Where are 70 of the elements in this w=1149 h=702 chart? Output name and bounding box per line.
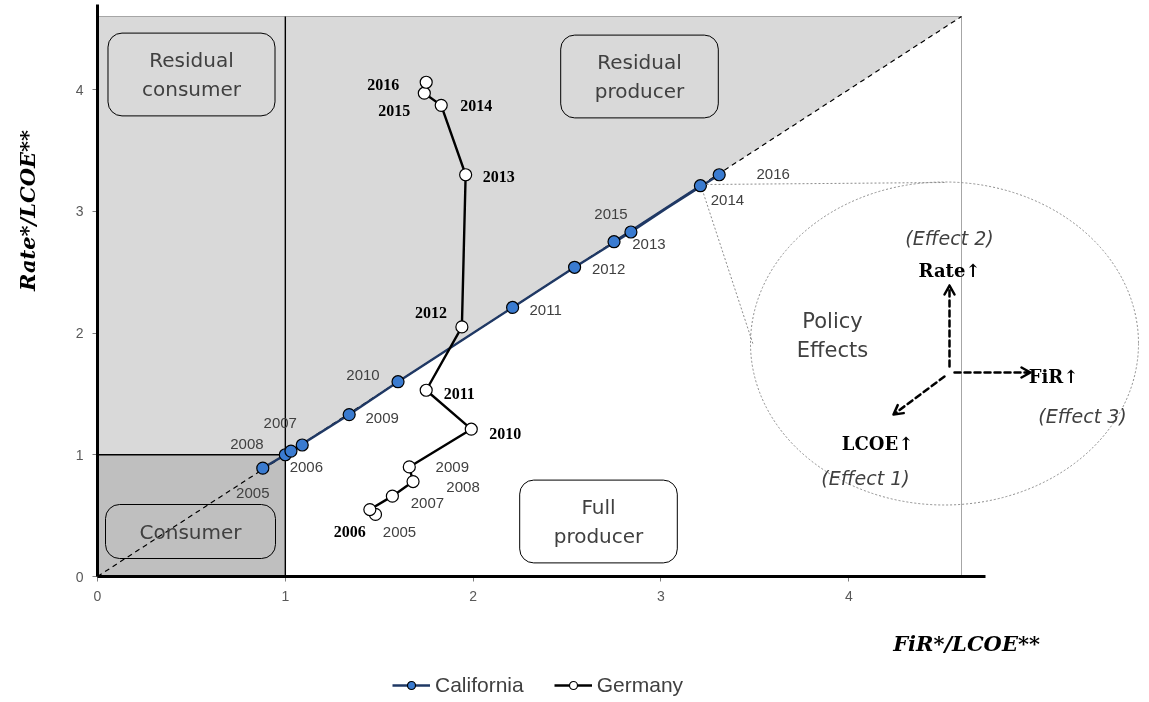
point <box>506 300 520 315</box>
annotation: 2014 <box>710 190 745 208</box>
point <box>363 502 377 517</box>
annotation: LCOE↑ <box>841 433 914 454</box>
point <box>455 320 469 334</box>
annotation: 2013 <box>482 168 515 186</box>
annotation: (Effect 2) <box>905 226 994 249</box>
annotation: 2011 <box>529 301 562 319</box>
x-axis-title: FiR*/LCOE** <box>892 631 1040 656</box>
legend-label: California <box>435 673 524 697</box>
point <box>402 460 416 474</box>
annotation: 2013 <box>632 234 666 252</box>
point <box>284 444 298 458</box>
annotation: 2006 <box>333 523 366 541</box>
annotation: Policy Effects <box>796 309 869 362</box>
point <box>624 225 638 239</box>
x-tick-label: 3 <box>657 587 666 604</box>
annotation: 2008 <box>446 477 480 495</box>
annotation: 2005 <box>236 484 270 502</box>
point <box>406 474 420 489</box>
point <box>464 422 478 436</box>
point <box>417 86 431 100</box>
x-tick-label: 2 <box>469 587 478 604</box>
point <box>256 461 270 475</box>
point <box>419 383 433 397</box>
annotation: 2010 <box>346 365 380 383</box>
y-axis-title: Rate*/LCOE** <box>15 129 40 292</box>
annotation: 2012 <box>591 260 626 278</box>
point <box>607 235 621 249</box>
annotation: 2007 <box>410 494 445 512</box>
annotation: Residual producer <box>594 50 686 103</box>
y-tick-label: 1 <box>75 446 84 463</box>
annotation: 2016 <box>367 75 400 93</box>
point <box>295 438 309 452</box>
text: (Effect 3) <box>1038 404 1127 427</box>
annotation: 2016 <box>756 164 790 182</box>
point <box>391 375 405 389</box>
annotation: 2015 <box>378 101 411 119</box>
annotation: 2014 <box>460 96 493 114</box>
y-tick-label: 3 <box>75 203 84 220</box>
point <box>385 489 399 503</box>
annotation: 2009 <box>365 408 399 426</box>
annotation: 2015 <box>594 204 628 222</box>
y-tick-label: 4 <box>75 81 84 98</box>
annotation: 2005 <box>382 523 417 541</box>
point <box>434 98 448 112</box>
annotation: 2010 <box>489 424 522 442</box>
annotation: 2011 <box>443 384 475 402</box>
y-tick-label: 2 <box>75 325 84 342</box>
annotation: Rate↑ <box>918 260 981 281</box>
point <box>693 179 708 193</box>
annotation: Residual consumer <box>141 48 242 101</box>
point <box>567 260 582 274</box>
annotation: 2009 <box>435 457 469 475</box>
point <box>342 408 356 422</box>
text: FiR↑ <box>1028 366 1079 387</box>
y-tick-label: 0 <box>75 568 84 585</box>
x-tick-label: 0 <box>93 587 102 604</box>
annotation: (Effect 1) <box>821 466 910 489</box>
point <box>712 168 726 182</box>
annotation: 2008 <box>230 435 264 453</box>
annotation: Consumer <box>139 519 243 544</box>
point <box>419 75 433 89</box>
point <box>459 168 473 182</box>
annotation: 2006 <box>289 457 324 475</box>
x-tick-label: 4 <box>844 587 853 604</box>
annotation: Full producer <box>553 495 645 548</box>
legend-label: Germany <box>596 673 684 697</box>
annotation: 2012 <box>414 304 447 322</box>
x-tick-label: 1 <box>281 587 290 604</box>
